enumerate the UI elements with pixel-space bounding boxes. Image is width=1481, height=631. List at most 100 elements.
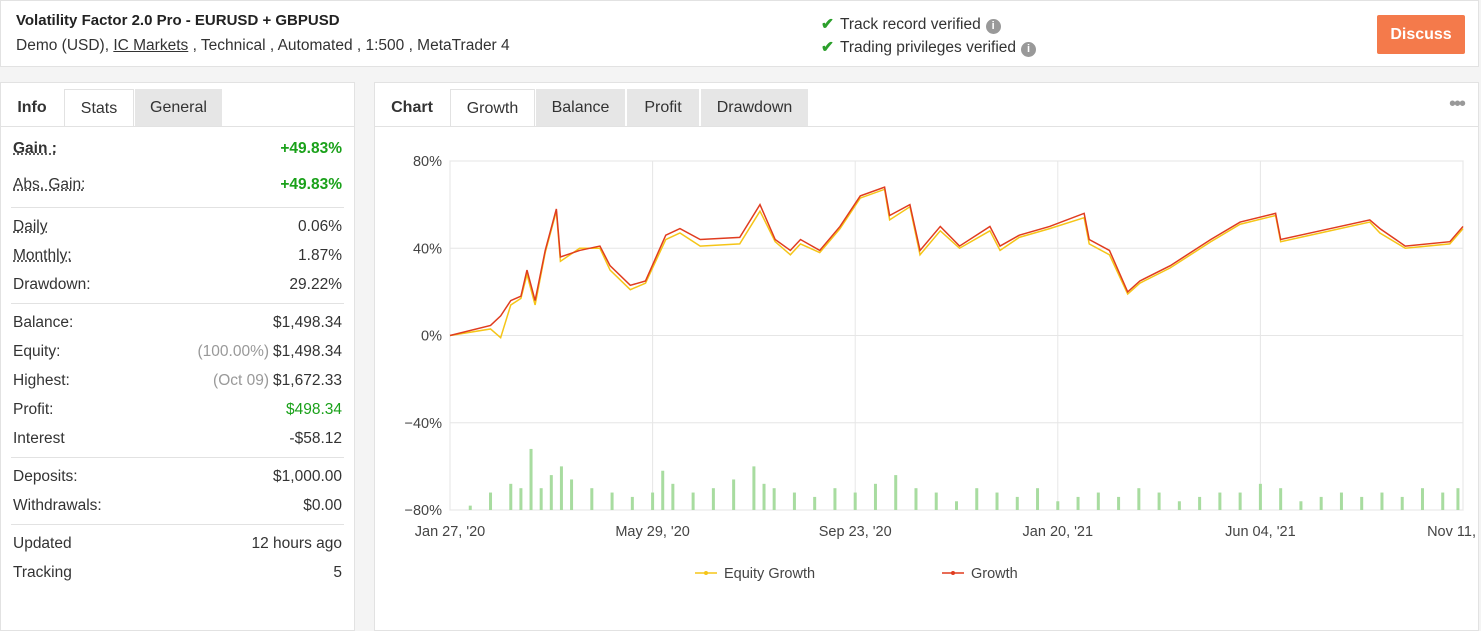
stat-label: Daily (13, 218, 48, 235)
tab[interactable]: General (135, 89, 222, 126)
stats-list: Gain : +49.83% Abs. Gain: +49.83% Daily 0.06%… (1, 127, 354, 591)
header: Volatility Factor 2.0 Pro - EURUSD + GBP… (0, 0, 1479, 67)
stat-value-box: (Oct 09) $1,672.33 (213, 366, 342, 395)
system-title: Volatility Factor 2.0 Pro - EURUSD + GBP… (16, 12, 340, 29)
stats-row: Balance: $1,498.34 (11, 308, 344, 337)
series-line (449, 186, 1464, 337)
volume-bar (671, 483, 675, 510)
stat-value: -$58.12 (289, 430, 342, 447)
stats-group: Gain : +49.83% Abs. Gain: +49.83% (11, 127, 344, 208)
stat-value: $1,672.33 (273, 372, 342, 389)
legend-label: Equity Growth (724, 566, 815, 582)
info-icon[interactable]: i (985, 19, 1001, 34)
x-tick-label: Sep 23, '20 (819, 524, 892, 540)
volume-bar (995, 492, 999, 510)
stat-value-box: (100.00%) $1,498.34 (198, 337, 342, 366)
stats-row: Interest -$58.12 (11, 424, 344, 453)
y-tick-label: −40% (405, 416, 443, 432)
volume-bar (934, 492, 938, 510)
stats-panel: Info Stats General Gain : +49.83% Abs. Gain:… (0, 82, 355, 631)
volume-bar (1400, 496, 1404, 510)
stat-value-box: $1,498.34 (273, 308, 342, 337)
legend-marker (951, 571, 955, 575)
stat-value-box: 5 (333, 558, 342, 587)
volume-bar (590, 488, 594, 510)
volume-bar (509, 483, 513, 510)
y-tick-label: 80% (413, 154, 442, 170)
info-icon[interactable]: i (1021, 42, 1037, 57)
verification: ✔ Trading privileges verified i (821, 36, 1037, 59)
volume-bar (1076, 496, 1080, 510)
volume-bar (1036, 488, 1040, 510)
legend-marker (704, 571, 708, 575)
volume-bar (630, 496, 634, 510)
y-tick-label: 40% (413, 241, 442, 257)
stat-label: Gain : (13, 140, 57, 157)
stat-value-box: -$58.12 (289, 424, 342, 453)
stat-value: $1,498.34 (273, 314, 342, 331)
volume-bar (772, 488, 776, 510)
stat-label: Profit: (13, 401, 54, 418)
volume-bar (873, 483, 877, 510)
volume-bar (610, 492, 614, 510)
broker-link[interactable]: IC Markets (113, 37, 189, 54)
volume-bar (691, 492, 695, 510)
stat-value-box: +49.83% (280, 131, 342, 167)
stat-value: $1,498.34 (273, 343, 342, 360)
stats-row: Tracking 5 (11, 558, 344, 587)
tab[interactable]: Chart (375, 89, 449, 126)
tab[interactable]: Drawdown (701, 89, 808, 126)
chart: 80% 40% 0% −40% −80% Jan 27, '20 May 29, '20 Se… (405, 154, 1479, 582)
stat-value: $0.00 (303, 497, 342, 514)
tab[interactable]: Balance (536, 89, 625, 126)
volume-bar (1117, 496, 1121, 510)
volume-bar (519, 488, 523, 510)
menu-icon[interactable]: ••• (1448, 93, 1466, 115)
x-tick-label: Jun 04, '21 (1225, 524, 1296, 540)
tab[interactable]: Growth (450, 89, 535, 126)
stat-value: 0.06% (298, 218, 342, 235)
stat-label: Balance: (13, 314, 74, 331)
stat-value: 5 (333, 564, 342, 581)
volume-bar (894, 475, 898, 510)
volume-bar (1456, 488, 1460, 510)
stats-group: Balance: $1,498.34 Equity: (100.00%) $1,498.… (11, 304, 344, 458)
volume-bar (792, 492, 796, 510)
tab[interactable]: Stats (64, 89, 134, 126)
stat-value-box: 29.22% (289, 270, 342, 299)
tab[interactable]: Profit (627, 89, 699, 126)
stats-row: Deposits: $1,000.00 (11, 462, 344, 491)
verification-text: Track record verified (840, 16, 981, 33)
stat-value: $1,000.00 (273, 468, 342, 485)
volume-bar (1441, 492, 1445, 510)
stat-value-box: $1,000.00 (273, 462, 342, 491)
volume-bar (1299, 501, 1303, 510)
details: , Technical , Automated , 1:500 , MetaTr… (192, 37, 510, 54)
x-tick-label: Nov 11, '21 (1427, 524, 1478, 540)
chart-tabs: Chart Growth Balance Profit Drawdown (375, 83, 1478, 127)
x-tick-label: Jan 27, '20 (415, 524, 486, 540)
stat-value: +49.83% (280, 140, 342, 157)
volume-bar (975, 488, 979, 510)
volume-bar (1420, 488, 1424, 510)
stats-group: Deposits: $1,000.00 Withdrawals: $0.00 (11, 458, 344, 525)
stats-tabs: Info Stats General (1, 83, 354, 127)
stat-note: (100.00%) (197, 343, 270, 360)
volume-bar (762, 483, 766, 510)
volume-bar (1218, 492, 1222, 510)
volume-bar (651, 492, 655, 510)
discuss-button[interactable]: Discuss (1377, 15, 1465, 54)
stat-value-box: $498.34 (286, 395, 342, 424)
tab[interactable]: Info (1, 89, 63, 126)
y-tick-label: 0% (421, 329, 442, 345)
stat-label: Interest (13, 430, 65, 447)
stat-label: Tracking (13, 564, 72, 581)
volume-bar (1339, 492, 1343, 510)
verification-text: Trading privileges verified (840, 39, 1017, 56)
stat-value: $498.34 (285, 401, 342, 418)
volume-bar (1177, 501, 1181, 510)
volume-bar (1258, 483, 1262, 510)
stat-note: (Oct 09) (213, 372, 270, 389)
volume-bar (1137, 488, 1141, 510)
